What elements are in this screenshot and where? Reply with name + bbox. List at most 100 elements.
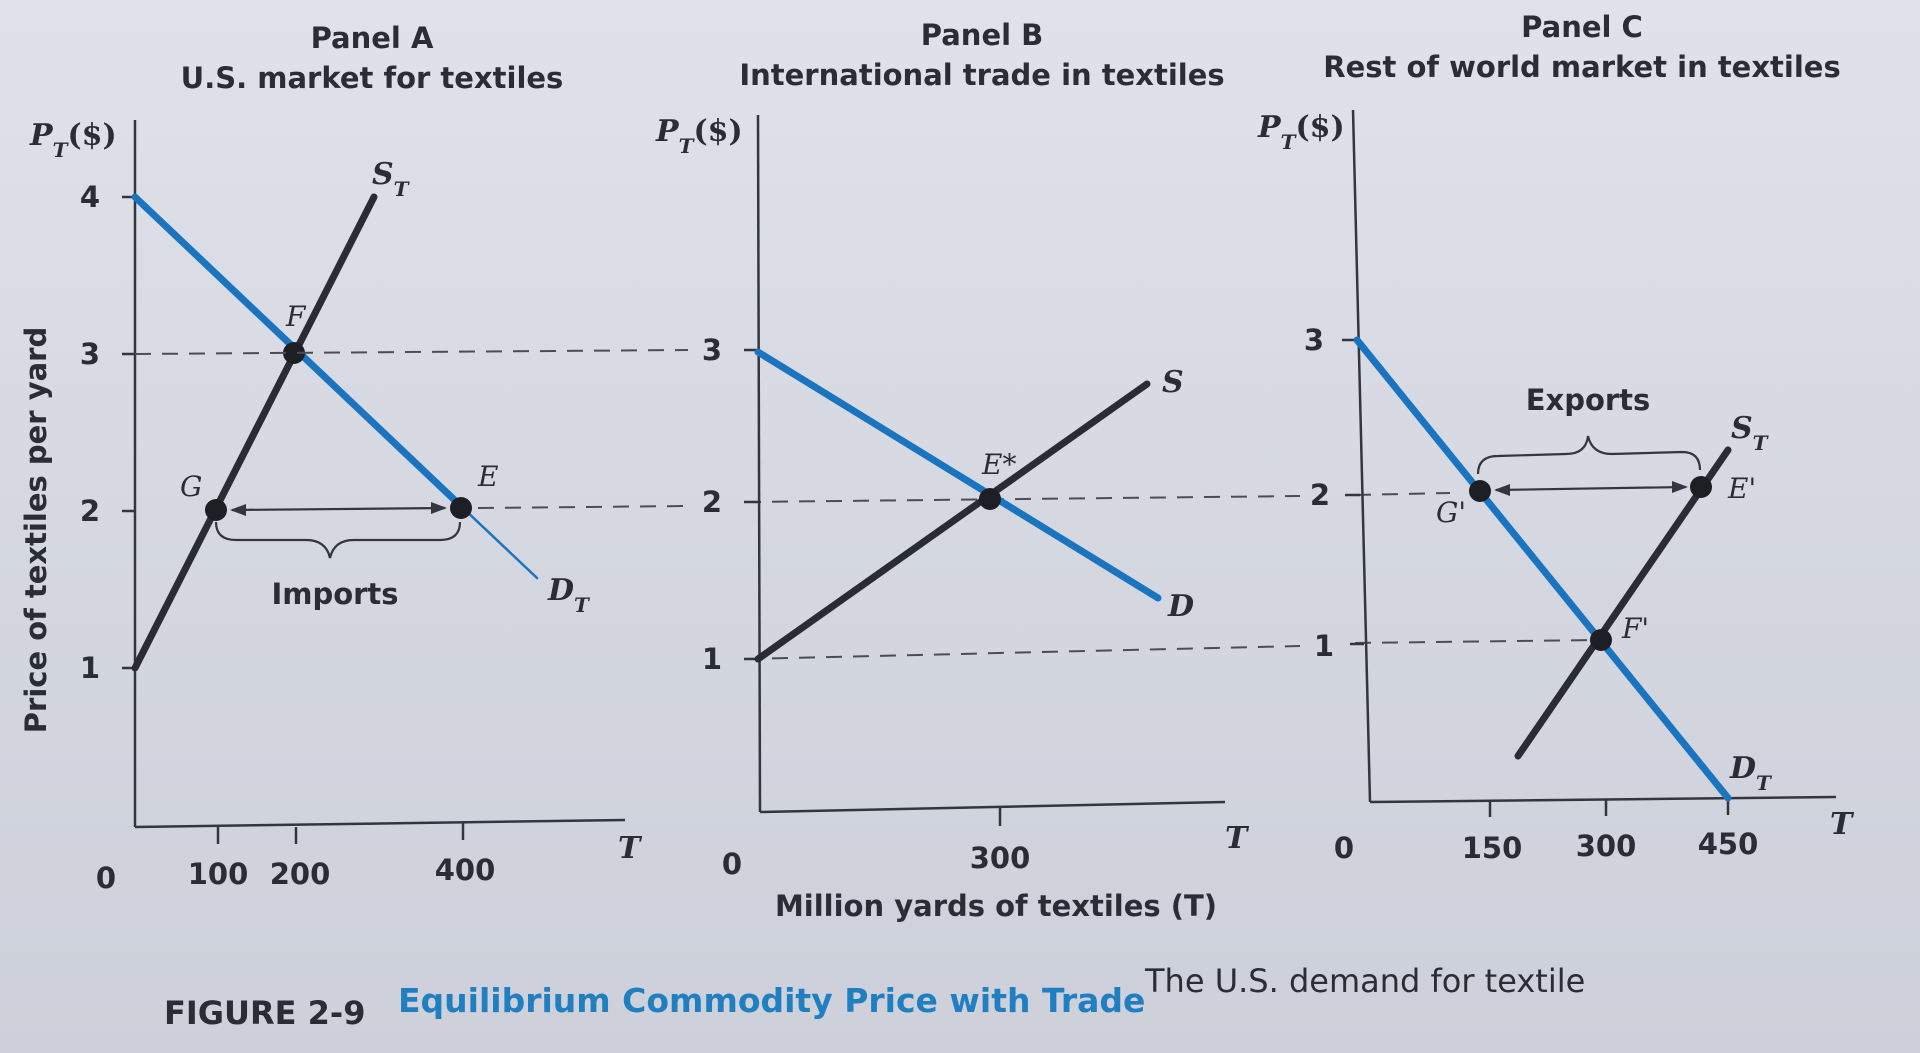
panel-c-label: Panel C	[1521, 10, 1643, 44]
panel-c-supply-label-sub: T	[1753, 431, 1770, 455]
panel-c-demand-label-main: D	[1729, 751, 1756, 786]
panel-a-xtick-label-200: 200	[270, 857, 331, 891]
panel-a-point-f	[283, 342, 305, 364]
guide-lines	[134, 349, 1601, 660]
panel-c-exports-arrowhead-left	[1494, 484, 1510, 496]
panel-a-demand-label-sub: T	[574, 593, 591, 617]
panel-c: Panel C Rest of world market in textiles…	[1257, 10, 1855, 865]
panel-c-demand-curve	[1353, 336, 1732, 802]
panel-a-imports-arrow	[231, 506, 446, 512]
panel-c-point-f-prime	[1590, 629, 1612, 651]
panel-b-ytick-label-3: 3	[702, 333, 722, 367]
panel-b-title: International trade in textiles	[739, 58, 1224, 92]
panel-c-origin-label: 0	[1334, 831, 1354, 865]
panel-c-xtick-label-150: 150	[1462, 831, 1523, 865]
panel-c-title: Rest of world market in textiles	[1323, 50, 1840, 84]
panel-b-x-axis	[759, 800, 1226, 814]
figure-caption: FIGURE 2-9 Equilibrium Commodity Price w…	[164, 962, 1585, 1032]
panel-a-point-e	[450, 497, 472, 519]
panel-a-ytick-label-1: 1	[80, 651, 100, 685]
panel-b-y-axis-sub: T	[679, 134, 696, 158]
panel-c-exports-arrowhead-right	[1672, 481, 1688, 493]
guide-line-price-3	[134, 349, 689, 355]
guide-line-price-1-c	[1354, 639, 1601, 644]
panel-a-imports-label: Imports	[271, 577, 398, 611]
caption-title: Equilibrium Commodity Price with Trade	[398, 981, 1145, 1020]
panel-b-y-axis-p: P	[655, 114, 680, 149]
panel-c-ytick-label-2: 2	[1310, 478, 1330, 512]
panel-c-y-axis-sub: T	[1281, 130, 1298, 154]
panel-a-imports-brace	[214, 521, 462, 559]
panel-b-demand-label: D	[1167, 589, 1194, 624]
guide-line-price-2-bc	[744, 495, 1301, 503]
panel-c-point-g-prime-label: G'	[1436, 496, 1466, 529]
panel-a-y-axis-p: P	[29, 118, 54, 153]
guide-line-price-2-ab	[477, 505, 689, 509]
panel-c-exports-arrow	[1495, 485, 1687, 492]
panel-b-ytick-label-2: 2	[702, 485, 722, 519]
panel-b-supply-label: S	[1162, 365, 1184, 400]
panel-c-ytick-label-1: 1	[1314, 629, 1334, 663]
caption-text: The U.S. demand for textile	[1144, 962, 1585, 1000]
panel-a-ytick-label-2: 2	[80, 494, 100, 528]
panel-c-ytick-label-3: 3	[1304, 323, 1324, 357]
panel-a-supply-label-sub: T	[394, 177, 411, 201]
panel-a-demand-label: DT	[547, 573, 591, 617]
panel-c-point-f-prime-label: F'	[1621, 612, 1649, 645]
panel-a-xtick-label-100: 100	[188, 857, 249, 891]
panel-c-exports-brace	[1476, 435, 1702, 475]
panel-c-supply-curve	[1514, 446, 1732, 760]
panel-b-point-e-star	[979, 488, 1001, 510]
panel-c-demand-label-sub: T	[1756, 771, 1773, 795]
panel-a-point-g	[205, 499, 227, 521]
panel-c-x-axis	[1369, 795, 1837, 804]
shared-y-axis-label: Price of textiles per yard	[19, 327, 53, 733]
panel-b-x-axis-end-label: T	[1225, 821, 1250, 856]
panel-a-ytick-label-4: 4	[80, 180, 100, 214]
panel-a: Panel A U.S. market for textiles PT($) P…	[19, 21, 643, 895]
guide-line-price-2-c	[1354, 492, 1451, 496]
panel-a-supply-curve	[131, 193, 378, 672]
panel-a-origin-label: 0	[96, 861, 116, 895]
panel-c-point-g-prime	[1469, 480, 1491, 502]
panel-c-y-axis	[1351, 109, 1372, 803]
panel-b-x-axis-label: Million yards of textiles (T)	[775, 889, 1217, 923]
panel-a-supply-label-main: S	[372, 157, 394, 192]
panel-b-supply-curve	[754, 380, 1151, 663]
panel-a-y-axis-sub: T	[53, 138, 70, 162]
panel-a-point-f-label: F	[285, 300, 307, 333]
panel-c-x-axis-end-label: T	[1830, 807, 1855, 842]
panel-b-ytick-label-1: 1	[702, 642, 722, 676]
panel-c-exports-label: Exports	[1526, 383, 1651, 417]
panel-c-y-axis-unit: ($)	[1295, 110, 1344, 145]
panel-c-y-axis-p: P	[1257, 110, 1282, 145]
panel-c-y-axis-label: PT($)	[1257, 110, 1345, 154]
panel-a-x-axis	[134, 818, 626, 829]
panel-a-ytick-label-3: 3	[80, 337, 100, 371]
caption-number: FIGURE 2-9	[164, 994, 365, 1032]
panel-c-point-e-prime-label: E'	[1727, 472, 1756, 505]
panel-b-y-axis-label: PT($)	[655, 114, 743, 158]
panel-b: Panel B International trade in textiles …	[655, 18, 1250, 923]
panel-c-demand-label: DT	[1729, 751, 1773, 795]
panel-a-title: U.S. market for textiles	[181, 61, 564, 95]
panel-a-point-g-label: G	[180, 470, 202, 503]
panel-b-xtick-label-300: 300	[970, 841, 1031, 875]
panel-a-supply-label: ST	[372, 157, 411, 201]
panel-b-origin-label: 0	[722, 847, 742, 881]
panel-b-point-e-star-label: E*	[981, 448, 1016, 481]
panel-b-y-axis	[756, 114, 762, 813]
panel-a-xtick-label-400: 400	[435, 853, 496, 887]
panel-c-point-e-prime	[1690, 476, 1712, 498]
panel-a-label: Panel A	[311, 21, 434, 55]
panel-a-y-axis-label: PT($)	[29, 118, 117, 162]
panel-a-imports-arrowhead-left	[230, 504, 246, 516]
panel-c-xtick-label-300: 300	[1576, 829, 1637, 863]
panel-a-demand-label-main: D	[547, 573, 574, 608]
panel-a-x-axis-end-label: T	[618, 831, 643, 866]
panel-a-y-axis-unit: ($)	[67, 118, 116, 153]
guide-line-price-1	[744, 645, 1301, 660]
panel-b-y-axis-unit: ($)	[693, 114, 742, 149]
